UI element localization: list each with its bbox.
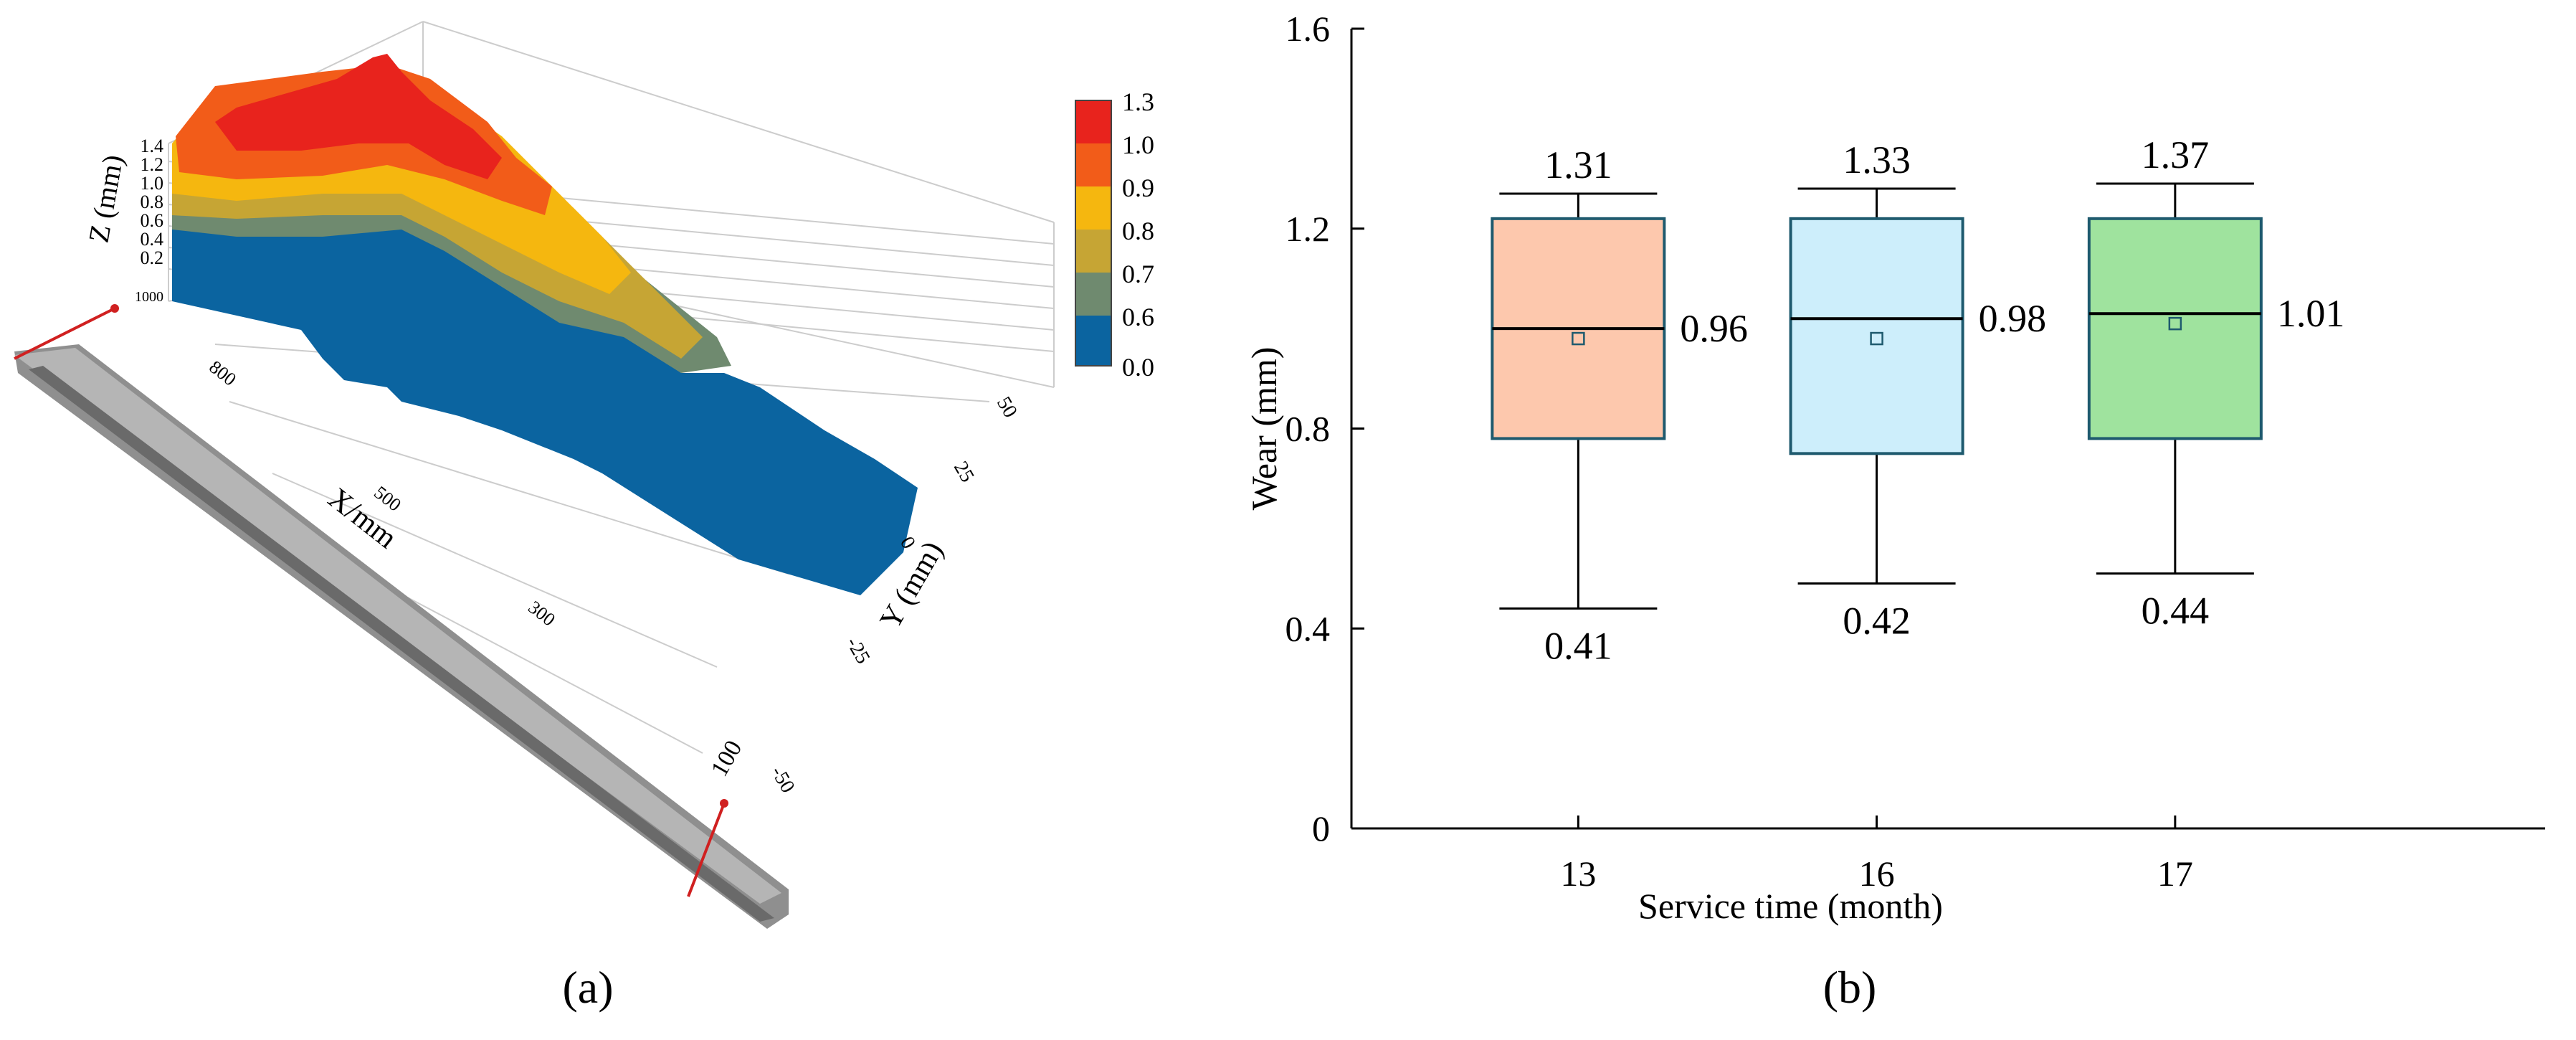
marker-dot-100 bbox=[720, 799, 728, 808]
blade-shadow bbox=[29, 366, 774, 922]
x-axis-title: Service time (month) bbox=[1638, 886, 1943, 926]
box-plot-svg: 0 0.4 0.8 1.2 1.6 13 16 17 1.31 0.96 0.41 1.33 0.98… bbox=[1244, 9, 2545, 926]
colorbar: 1.3 1.0 0.9 0.8 0.7 0.6 0.0 bbox=[1075, 88, 1154, 382]
marker-line-1000 bbox=[14, 307, 115, 360]
x-tick-label: 16 bbox=[1859, 854, 1895, 894]
box-mean-marker bbox=[1572, 331, 1585, 346]
y-tick: -50 bbox=[766, 762, 799, 797]
box-mean-marker bbox=[2168, 316, 2182, 331]
y-axis-title: Wear (mm) bbox=[1244, 347, 1284, 511]
box-plot-boxes: 1.31 0.96 0.41 1.33 0.98 0.42 1.37 1.01 0.44 bbox=[1491, 133, 2345, 667]
z-tick: 1.4 bbox=[141, 136, 164, 156]
x-tick-label: 17 bbox=[2157, 854, 2193, 894]
box-plot-axes: 0 0.4 0.8 1.2 1.6 13 16 17 bbox=[1285, 9, 2545, 894]
box-mean-marker bbox=[1870, 331, 1883, 346]
label-max: 1.37 bbox=[2142, 133, 2210, 176]
y-tick-label: 1.2 bbox=[1285, 209, 1331, 249]
box-iqr bbox=[1789, 217, 1964, 455]
colorbar-swatch bbox=[1075, 100, 1111, 143]
z-tick: 1.2 bbox=[141, 154, 164, 175]
surface-plot: 1.4 1.2 1.0 0.8 0.6 0.4 0.2 1000 Z (mm) … bbox=[14, 21, 1154, 929]
x-tick: 800 bbox=[205, 356, 240, 390]
y-tick: 25 bbox=[949, 458, 979, 486]
colorbar-swatch bbox=[1075, 143, 1111, 186]
marker-dot-1000 bbox=[110, 304, 119, 313]
panel-b-box-plot: 0 0.4 0.8 1.2 1.6 13 16 17 1.31 0.96 0.41 1.33 0.98… bbox=[1212, 0, 2576, 1040]
y-tick-label: 0 bbox=[1312, 808, 1330, 848]
colorbar-swatch bbox=[1075, 186, 1111, 230]
caption-a: (a) bbox=[562, 962, 614, 1013]
panel-a-3d-surface: 1.4 1.2 1.0 0.8 0.6 0.4 0.2 1000 Z (mm) … bbox=[0, 0, 1262, 1040]
z-tick: 0.4 bbox=[141, 229, 164, 250]
colorbar-swatch bbox=[1075, 273, 1111, 316]
colorbar-tick: 0.6 bbox=[1122, 303, 1154, 331]
z-tick: 1.0 bbox=[141, 173, 164, 194]
label-min: 0.41 bbox=[1544, 624, 1612, 667]
colorbar-tick: 1.0 bbox=[1122, 131, 1154, 159]
label-max: 1.33 bbox=[1843, 138, 1911, 181]
colorbar-tick: 0.7 bbox=[1122, 260, 1154, 288]
y-tick-label: 0.4 bbox=[1285, 608, 1331, 648]
colorbar-border bbox=[1075, 100, 1112, 367]
z-tick: 0.8 bbox=[141, 192, 164, 212]
label-mean: 1.01 bbox=[2277, 292, 2345, 335]
label-max: 1.31 bbox=[1544, 143, 1612, 186]
z-tick: 1000 bbox=[135, 289, 163, 305]
colorbar-swatch bbox=[1075, 316, 1111, 366]
colorbar-tick: 0.8 bbox=[1122, 217, 1154, 245]
z-axis-label: Z (mm) bbox=[82, 152, 130, 245]
z-tick: 0.6 bbox=[141, 210, 164, 231]
y-tick: -25 bbox=[842, 633, 875, 668]
colorbar-tick: 0.9 bbox=[1122, 174, 1154, 202]
x-tick: 100 bbox=[706, 736, 748, 781]
blade-highlight bbox=[14, 348, 781, 904]
marker-line-100 bbox=[687, 803, 726, 897]
z-tick: 0.2 bbox=[141, 247, 164, 268]
colorbar-tick: 1.3 bbox=[1122, 88, 1154, 116]
y-tick-label: 1.6 bbox=[1285, 9, 1331, 49]
x-tick: 300 bbox=[524, 597, 559, 630]
label-mean: 0.98 bbox=[1979, 297, 2047, 340]
label-min: 0.42 bbox=[1843, 600, 1911, 643]
label-min: 0.44 bbox=[2142, 590, 2210, 633]
colorbar-tick: 0.0 bbox=[1122, 353, 1154, 382]
label-mean: 0.96 bbox=[1680, 307, 1748, 350]
caption-b: (b) bbox=[1822, 962, 1877, 1013]
colorbar-swatch bbox=[1075, 230, 1111, 273]
y-tick-label: 0.8 bbox=[1285, 409, 1331, 449]
z-tick-labels: 1.4 1.2 1.0 0.8 0.6 0.4 0.2 1000 bbox=[135, 136, 163, 305]
colorbar-ticks: 1.3 1.0 0.9 0.8 0.7 0.6 0.0 bbox=[1122, 88, 1154, 382]
x-tick-label: 13 bbox=[1560, 854, 1596, 894]
y-tick: 50 bbox=[992, 393, 1022, 422]
surface-layer-1-3 bbox=[215, 54, 502, 179]
